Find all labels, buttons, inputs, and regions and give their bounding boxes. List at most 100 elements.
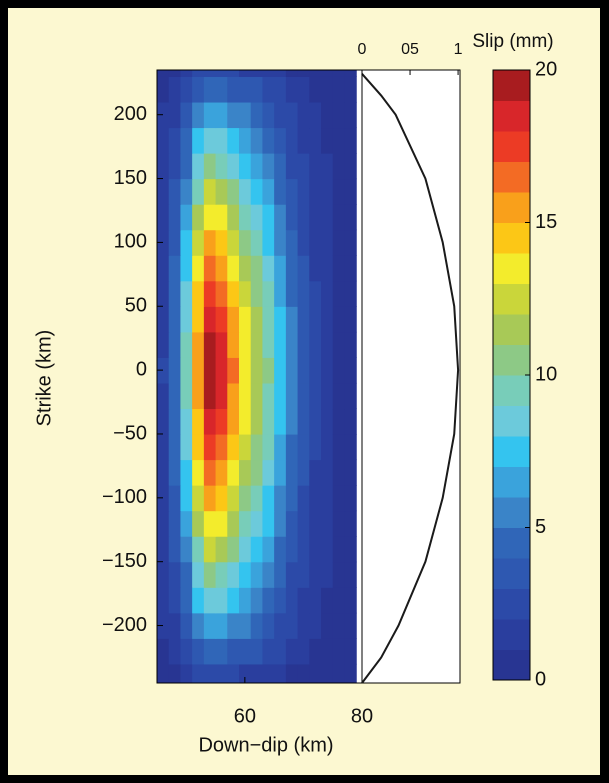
slip-cell xyxy=(262,536,275,563)
colorbar-tick-label: 0 xyxy=(535,668,546,690)
slip-cell xyxy=(250,485,264,512)
slip-cell xyxy=(215,153,228,180)
slip-cell xyxy=(297,306,310,333)
slip-cell xyxy=(274,229,287,256)
slip-cell xyxy=(285,76,299,103)
slip-cell xyxy=(168,587,182,614)
slip-cell xyxy=(250,561,264,588)
slip-cell xyxy=(321,612,334,639)
slip-cell xyxy=(215,280,228,307)
slip-cell xyxy=(309,178,322,205)
slip-cell xyxy=(227,331,240,358)
slip-cell xyxy=(274,306,287,333)
slip-cell xyxy=(239,331,252,358)
profile-frame xyxy=(361,69,461,684)
slip-cell xyxy=(192,255,205,282)
slip-cell xyxy=(168,510,182,537)
slip-cell xyxy=(274,638,287,665)
slip-cell xyxy=(274,255,287,282)
slip-cell xyxy=(192,357,205,384)
slip-cell xyxy=(192,663,205,683)
slip-cell xyxy=(309,536,322,563)
slip-cell xyxy=(203,638,217,665)
slip-cell xyxy=(297,587,310,614)
slip-cell xyxy=(168,357,182,384)
slip-cell xyxy=(262,101,275,129)
slip-cell xyxy=(203,561,217,588)
slip-cell xyxy=(215,101,228,129)
colorbar-segment xyxy=(493,100,530,132)
slip-cell xyxy=(274,153,287,180)
slip-cell xyxy=(239,663,252,683)
slip-cell xyxy=(262,76,275,103)
slip-cell xyxy=(203,459,217,486)
slip-cell xyxy=(227,612,240,639)
slip-cell xyxy=(168,280,182,307)
slip-cell xyxy=(332,153,346,180)
slip-cell xyxy=(192,536,205,563)
slip-cell xyxy=(250,663,264,683)
slip-cell xyxy=(274,76,287,103)
slip-cell xyxy=(192,638,205,665)
colorbar-segment xyxy=(493,70,530,101)
slip-cell xyxy=(168,433,182,461)
slip-cell xyxy=(227,587,240,614)
slip-cell xyxy=(285,255,299,282)
slip-cell xyxy=(321,485,334,512)
slip-cell xyxy=(344,331,357,358)
colorbar-tick-label: 5 xyxy=(535,516,546,538)
slip-cell xyxy=(344,178,357,205)
slip-cell xyxy=(274,127,287,154)
slip-cell xyxy=(203,127,217,154)
slip-cell xyxy=(180,153,193,180)
y-tick-label: 100 xyxy=(114,231,147,253)
slip-cell xyxy=(203,433,217,461)
slip-cell xyxy=(332,101,346,129)
slip-cell xyxy=(262,459,275,486)
slip-cell xyxy=(309,561,322,588)
slip-cell xyxy=(285,536,299,563)
slip-cell xyxy=(309,408,322,435)
slip-cell xyxy=(274,408,287,435)
slip-cell xyxy=(180,638,193,665)
slip-cell xyxy=(203,485,217,512)
slip-cell xyxy=(227,127,240,154)
slip-cell xyxy=(215,306,228,333)
slip-cell xyxy=(157,485,170,512)
slip-cell xyxy=(168,70,182,77)
slip-cell xyxy=(285,127,299,154)
slip-cell xyxy=(168,485,182,512)
slip-cell xyxy=(203,255,217,282)
slip-cell xyxy=(250,382,264,410)
slip-cell xyxy=(274,663,287,683)
slip-cell xyxy=(227,101,240,129)
slip-cell xyxy=(168,536,182,563)
slip-cell xyxy=(297,485,310,512)
slip-cell xyxy=(297,459,310,486)
slip-cell xyxy=(309,280,322,307)
slip-cell xyxy=(227,70,240,77)
slip-cell xyxy=(157,561,170,588)
slip-cell xyxy=(274,382,287,410)
slip-cell xyxy=(274,510,287,537)
colorbar-segment xyxy=(493,222,530,254)
slip-cell xyxy=(297,178,310,205)
slip-cell xyxy=(215,70,228,77)
slip-cell xyxy=(157,70,170,77)
slip-cell xyxy=(180,331,193,358)
slip-cell xyxy=(250,612,264,639)
slip-cell xyxy=(215,178,228,205)
slip-cell xyxy=(192,70,205,77)
slip-cell xyxy=(215,612,228,639)
slip-cell xyxy=(321,638,334,665)
slip-cell xyxy=(239,76,252,103)
slip-cell xyxy=(215,485,228,512)
slip-cell xyxy=(180,127,193,154)
slip-cell xyxy=(250,306,264,333)
colorbar-segment xyxy=(493,497,530,528)
y-tick-label: −50 xyxy=(113,422,147,444)
slip-cell xyxy=(321,178,334,205)
slip-cell xyxy=(157,510,170,537)
slip-cell xyxy=(180,306,193,333)
slip-cell xyxy=(192,408,205,435)
